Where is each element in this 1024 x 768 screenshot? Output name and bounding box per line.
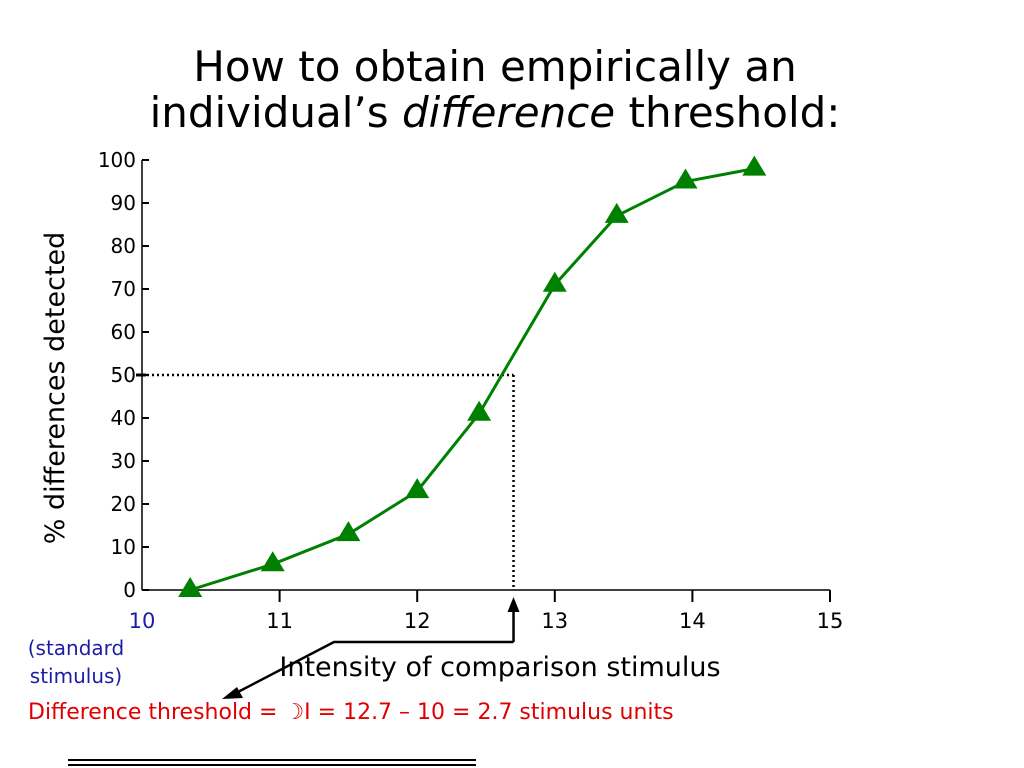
title-line-2: individual’s difference threshold:	[0, 90, 990, 136]
data-point-triangle	[542, 271, 567, 292]
data-point-triangle	[673, 168, 698, 189]
x-tick-label: 10	[129, 609, 156, 633]
data-point-triangle	[178, 577, 203, 597]
y-tick-label: 10	[111, 535, 136, 559]
title-line-2-suffix: threshold:	[615, 88, 841, 137]
title-line-1: How to obtain empirically an	[193, 42, 797, 91]
standard-note-line-1: (standard	[27, 636, 125, 660]
threshold-up-arrow-head	[507, 597, 520, 612]
data-point-triangle	[405, 478, 430, 499]
x-tick-label: 12	[404, 609, 431, 633]
footer-rule-top	[68, 759, 476, 761]
standard-stimulus-note: (standard stimulus)	[6, 634, 146, 690]
data-point-triangle	[742, 155, 767, 176]
y-tick-label: 20	[111, 492, 136, 516]
y-tick-label: 100	[98, 148, 136, 172]
difference-threshold-note: Difference threshold = ☽I = 12.7 – 10 = …	[28, 700, 674, 725]
data-point-triangle	[336, 521, 361, 542]
footer-rule-bottom	[68, 764, 476, 766]
y-tick-label: 30	[111, 449, 136, 473]
x-tick-label: 13	[541, 609, 568, 633]
slide-title: How to obtain empirically an individual’…	[0, 44, 990, 136]
title-line-2-prefix: individual’s	[149, 88, 402, 137]
standard-connector-arrow-head	[222, 687, 243, 699]
x-tick-label: 14	[679, 609, 706, 633]
data-point-triangle	[260, 551, 285, 572]
standard-note-line-2: stimulus)	[29, 664, 123, 688]
y-tick-label: 60	[111, 320, 136, 344]
data-point-triangle	[467, 400, 492, 421]
series-line	[189, 167, 755, 592]
y-tick-label: 40	[111, 406, 136, 430]
data-point-triangle	[604, 202, 629, 223]
x-axis-label: Intensity of comparison stimulus	[279, 652, 720, 683]
y-tick-label: 80	[111, 234, 136, 258]
y-tick-label: 90	[111, 191, 136, 215]
y-tick-label: 70	[111, 277, 136, 301]
standard-connector-line	[235, 640, 514, 695]
y-axis-label: % differences detected	[40, 232, 71, 545]
x-tick-label: 11	[266, 609, 293, 633]
y-tick-label: 50	[111, 363, 136, 387]
x-tick-label: 15	[817, 609, 844, 633]
title-line-2-italic: difference	[401, 88, 616, 137]
y-tick-label: 0	[123, 578, 136, 602]
